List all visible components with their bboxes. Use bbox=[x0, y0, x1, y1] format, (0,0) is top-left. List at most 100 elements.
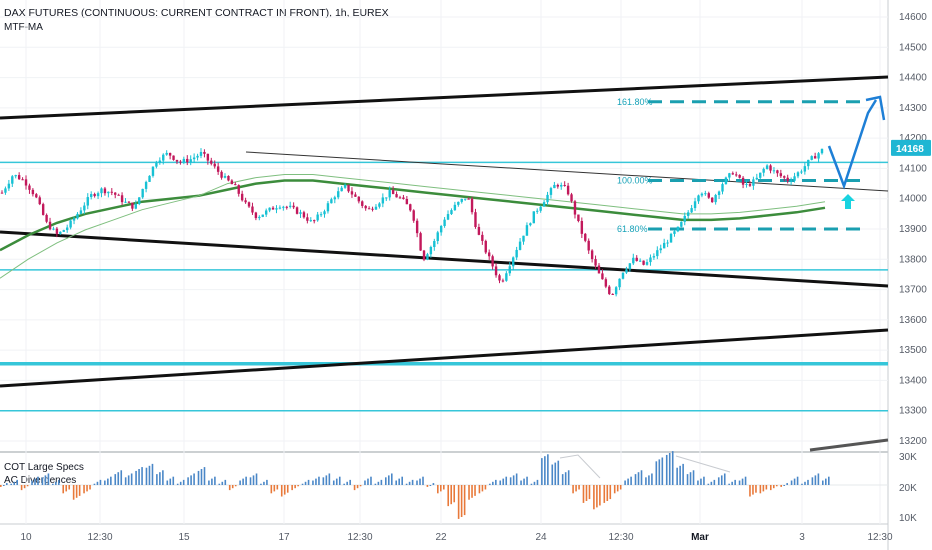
candle[interactable] bbox=[299, 212, 302, 214]
candle[interactable] bbox=[69, 220, 72, 228]
candle[interactable] bbox=[789, 180, 793, 182]
candle[interactable] bbox=[680, 221, 683, 227]
candle[interactable] bbox=[515, 249, 518, 258]
candle[interactable] bbox=[323, 211, 326, 215]
candle[interactable] bbox=[693, 201, 697, 209]
candle[interactable] bbox=[566, 185, 570, 195]
candle[interactable] bbox=[254, 212, 258, 219]
candle[interactable] bbox=[199, 151, 203, 156]
candle[interactable] bbox=[333, 197, 337, 200]
candle[interactable] bbox=[549, 188, 553, 195]
candle[interactable] bbox=[422, 250, 426, 260]
candle[interactable] bbox=[632, 257, 635, 264]
candle[interactable] bbox=[560, 185, 563, 187]
candle[interactable] bbox=[649, 257, 652, 263]
candle[interactable] bbox=[711, 197, 714, 203]
candle[interactable] bbox=[302, 212, 306, 218]
candle[interactable] bbox=[179, 161, 182, 163]
candle[interactable] bbox=[752, 179, 755, 186]
candle[interactable] bbox=[165, 152, 168, 155]
candle[interactable] bbox=[501, 280, 505, 282]
candle[interactable] bbox=[772, 170, 776, 172]
candle[interactable] bbox=[638, 260, 642, 262]
candle[interactable] bbox=[717, 191, 721, 195]
candle[interactable] bbox=[673, 231, 676, 234]
candle[interactable] bbox=[481, 234, 484, 241]
candle[interactable] bbox=[731, 173, 734, 175]
candle[interactable] bbox=[90, 194, 93, 198]
candle[interactable] bbox=[604, 279, 608, 287]
candle[interactable] bbox=[817, 153, 820, 159]
candle[interactable] bbox=[41, 204, 45, 215]
candle[interactable] bbox=[186, 158, 189, 163]
candle[interactable] bbox=[35, 194, 38, 198]
candle[interactable] bbox=[443, 219, 446, 226]
candle[interactable] bbox=[237, 185, 240, 194]
candle[interactable] bbox=[460, 198, 463, 202]
candle[interactable] bbox=[52, 228, 55, 230]
candle[interactable] bbox=[704, 193, 707, 195]
candle[interactable] bbox=[813, 156, 817, 159]
candle[interactable] bbox=[337, 191, 340, 198]
candle[interactable] bbox=[258, 216, 261, 219]
candle[interactable] bbox=[395, 194, 398, 198]
candle[interactable] bbox=[282, 206, 285, 208]
candle[interactable] bbox=[810, 156, 813, 160]
candle[interactable] bbox=[4, 188, 7, 193]
candle[interactable] bbox=[31, 189, 35, 195]
candle[interactable] bbox=[666, 242, 669, 244]
candle[interactable] bbox=[172, 155, 175, 160]
candle[interactable] bbox=[745, 184, 748, 186]
candle[interactable] bbox=[357, 196, 361, 202]
candle[interactable] bbox=[529, 223, 532, 226]
candle[interactable] bbox=[17, 175, 21, 180]
candle[interactable] bbox=[735, 174, 738, 176]
candle[interactable] bbox=[48, 221, 52, 230]
candle[interactable] bbox=[114, 192, 117, 195]
candle[interactable] bbox=[439, 225, 443, 233]
candle[interactable] bbox=[587, 240, 590, 251]
candle[interactable] bbox=[175, 159, 179, 162]
candle[interactable] bbox=[227, 175, 230, 181]
candle[interactable] bbox=[285, 206, 288, 208]
candle[interactable] bbox=[295, 207, 299, 214]
candle[interactable] bbox=[669, 233, 673, 243]
candle[interactable] bbox=[148, 175, 151, 182]
candle[interactable] bbox=[319, 214, 323, 216]
candle[interactable] bbox=[676, 226, 680, 232]
candle[interactable] bbox=[182, 158, 186, 163]
candle[interactable] bbox=[398, 197, 402, 199]
middle-trendline[interactable] bbox=[0, 230, 889, 288]
candle[interactable] bbox=[120, 195, 124, 203]
candle[interactable] bbox=[196, 155, 199, 158]
candle[interactable] bbox=[275, 208, 278, 210]
candle[interactable] bbox=[306, 217, 309, 221]
candle[interactable] bbox=[463, 198, 467, 200]
candle[interactable] bbox=[402, 197, 405, 200]
candle[interactable] bbox=[419, 233, 422, 251]
candle[interactable] bbox=[107, 191, 110, 194]
candle[interactable] bbox=[793, 176, 796, 181]
candle[interactable] bbox=[264, 210, 268, 215]
candle[interactable] bbox=[206, 153, 210, 161]
candle[interactable] bbox=[477, 226, 481, 235]
candle[interactable] bbox=[361, 201, 364, 206]
candle[interactable] bbox=[614, 287, 618, 295]
candle[interactable] bbox=[573, 201, 577, 215]
candle[interactable] bbox=[326, 203, 330, 212]
candle[interactable] bbox=[450, 210, 453, 215]
candle[interactable] bbox=[590, 250, 594, 260]
candle[interactable] bbox=[536, 210, 539, 212]
bottom-trendline[interactable] bbox=[809, 438, 889, 452]
candle[interactable] bbox=[138, 197, 141, 204]
candle[interactable] bbox=[755, 177, 759, 180]
candle[interactable] bbox=[405, 199, 409, 205]
thin-trendline[interactable] bbox=[245, 151, 889, 192]
candle[interactable] bbox=[72, 218, 76, 221]
candle[interactable] bbox=[484, 240, 487, 253]
candle[interactable] bbox=[340, 187, 343, 192]
candle[interactable] bbox=[371, 208, 374, 210]
candle[interactable] bbox=[762, 168, 765, 173]
candle[interactable] bbox=[141, 188, 144, 198]
